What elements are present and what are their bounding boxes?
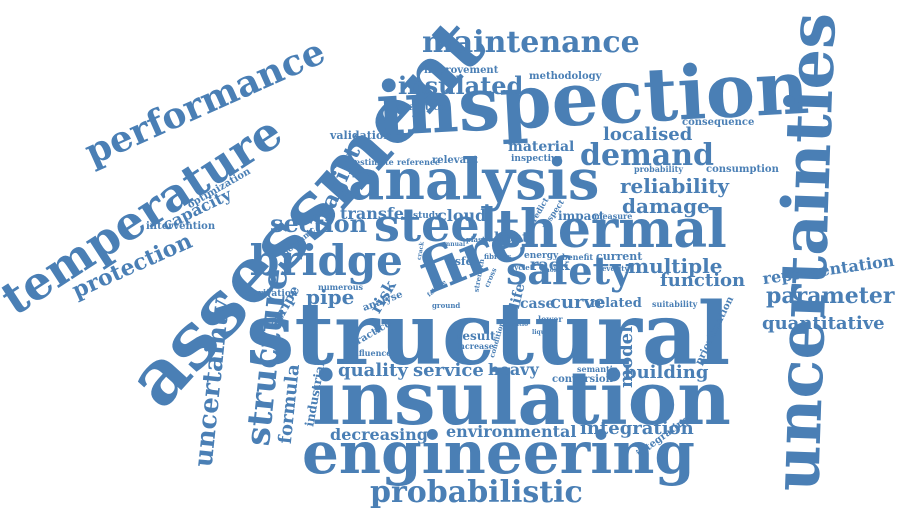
word-thermal: thermal [496,199,727,260]
word-consumption: consumption [706,164,779,175]
word-annual: annual [442,241,466,248]
word-intervention: intervention [146,221,216,232]
word-quantitative: quantitative [762,313,885,334]
word-heat: heat [494,230,529,246]
word-related: related [590,296,642,311]
word-integration: integration [580,418,694,439]
word-fibrous: fibrous [484,252,512,261]
word-uncertainties: uncertainties [759,11,851,493]
word-case: case [520,296,555,312]
word-cloud: cloud [437,206,487,225]
word-influence: influence [350,348,392,358]
word-consequence: consequence [682,117,755,128]
word-bridge: bridge [250,236,403,285]
word-probabilistic: probabilistic [370,475,583,510]
word-function: function [660,270,746,291]
word-curve: curve [550,292,606,313]
word-derivation: derivation [246,289,298,299]
word-measure: measure [594,211,633,221]
word-numerous: numerous [318,282,364,292]
word-impact: impact [558,209,605,223]
word-environmental: environmental [446,422,577,441]
word-engineering: engineering [302,419,695,487]
word-estimate: estimate [355,157,394,167]
word-analytical: analytical [395,102,450,113]
word-current: current [596,250,643,263]
word-localised: localised [603,124,693,145]
word-model: model [615,326,637,388]
word-ratio: ratio [512,321,529,328]
word-insulation: insulation [312,356,731,442]
word-transfer: transfer [340,204,413,223]
word-plastic: plastic [466,235,493,244]
word-demand: demand [580,138,715,173]
word-material: material [508,139,575,155]
word-relevant: relevant [432,155,478,166]
word-result: result [456,329,496,343]
word-pipe: pipe [306,285,355,309]
word-reliability: reliability [620,174,730,198]
word-energy: energy [524,251,559,261]
word-probability: probability [634,164,683,174]
word-lower: lower [538,314,563,324]
word-analysis: analysis [348,147,600,213]
word-section: section [270,209,368,238]
word-improvement: improvement [424,65,499,76]
word-damage: damage [622,194,710,218]
word-psfe: psfe [447,255,473,268]
word-quality: quality [338,360,408,381]
word-safety: safety [506,248,633,293]
word-decreasing: decreasing [330,425,428,444]
word-study: study [413,211,441,221]
word-methodology: methodology [529,71,602,82]
word-parameter: parameter [766,283,895,309]
word-rack: rack [530,255,570,274]
word-maintenance: maintenance [422,25,640,60]
word-structural: structural [246,284,731,385]
word-severity: severity [598,264,629,273]
word-conversion: conversion [552,374,613,385]
word-liquid: liquid [532,329,552,336]
word-steel: steel [374,198,498,252]
word-cycle: cycle [510,263,530,272]
word-smoke: smoke [540,267,562,274]
word-service: service [413,360,484,381]
word-reference: reference [397,157,440,167]
word-suitability: suitability [652,299,698,309]
word-ground: ground [432,301,461,310]
word-insulated: insulated [398,71,524,100]
word-validation: validation [330,129,392,142]
word-increase: increase [456,341,494,351]
word-benefit: benefit [562,252,594,262]
word-multiple: multiple [628,254,723,278]
word-building: building [624,362,709,383]
word-inspective: inspective [511,154,563,164]
word-heavy: heavy [488,360,539,379]
word-semantic: semantic [577,364,618,374]
